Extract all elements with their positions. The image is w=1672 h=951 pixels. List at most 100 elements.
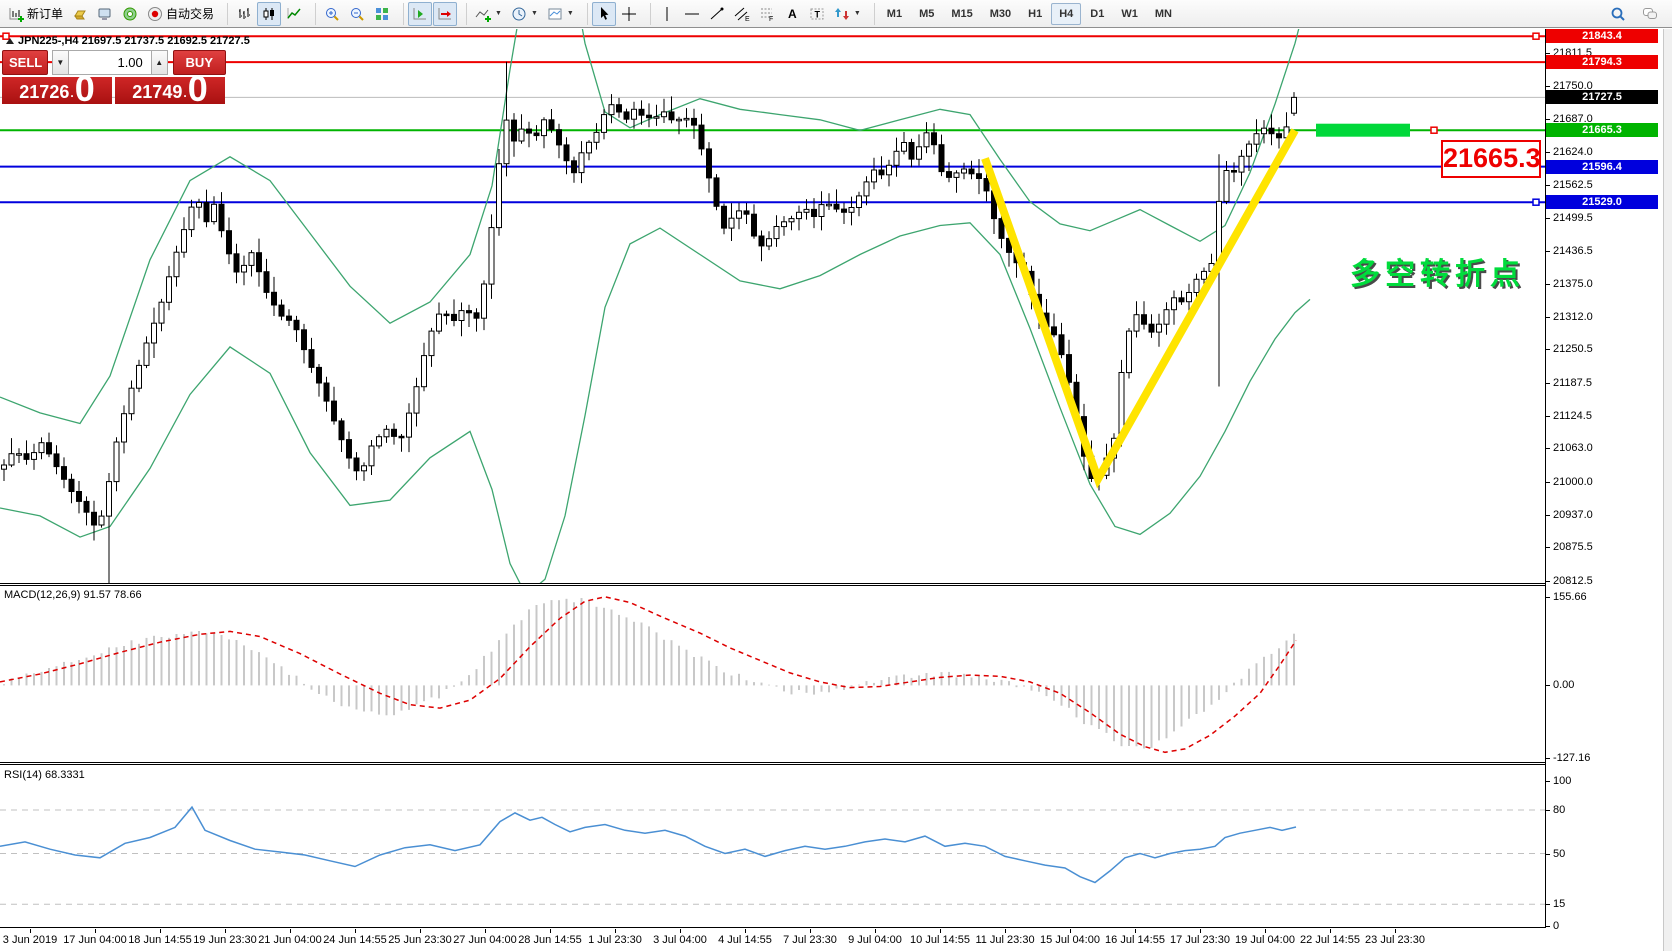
time-tick	[355, 929, 356, 933]
macd-pane[interactable]: MACD(12,26,9) 91.57 78.66	[0, 586, 1545, 762]
axis-tick-label: 21687.0	[1553, 112, 1593, 125]
toolbar-text-label-button[interactable]: T	[805, 2, 829, 26]
axis-tick	[1546, 152, 1550, 154]
time-axis[interactable]: 3 Jun 2019 17 Jun 04:00 18 Jun 14:55 19 Jun…	[0, 929, 1545, 951]
sell-price-display[interactable]: 21726 . 0	[2, 71, 112, 107]
toolbar-text-button[interactable]: A	[780, 2, 804, 26]
arrow-tools-icon	[834, 7, 849, 20]
toolbar-crosshair-button[interactable]	[617, 2, 641, 26]
timeframe-button-W1[interactable]: W1	[1113, 3, 1146, 25]
toolbar-zoom-out-button[interactable]	[345, 2, 369, 26]
green-highlight-band[interactable]	[1316, 123, 1410, 137]
toolbar-hline-button[interactable]	[680, 2, 704, 26]
line-end-marker[interactable]	[1430, 126, 1438, 134]
pane-separator[interactable]	[0, 762, 1545, 763]
time-tick-label: 22 Jul 14:55	[1300, 934, 1360, 946]
time-tick	[160, 929, 161, 933]
toolbar-channel-button[interactable]: E	[730, 2, 754, 26]
time-tick-label: 23 Jul 23:30	[1365, 934, 1425, 946]
axis-tick	[1546, 904, 1550, 906]
rsi-pane[interactable]: RSI(14) 68.3331	[0, 765, 1545, 927]
toolbar-new-order-button[interactable]: 新订单	[4, 2, 67, 26]
axis-tick	[1546, 853, 1550, 855]
timeframe-button-D1[interactable]: D1	[1082, 3, 1112, 25]
time-tick-label: 25 Jun 23:30	[388, 934, 452, 946]
toolbar-indicators-button[interactable]: ▼	[471, 2, 506, 26]
bollinger-lower-line[interactable]	[0, 222, 1311, 597]
time-tick	[810, 929, 811, 933]
axis-tick-label: 21312.0	[1553, 310, 1593, 323]
axis-tick	[1546, 448, 1550, 450]
price-line-label-21843.4: 21843.4	[1546, 29, 1658, 44]
cursor-icon	[600, 6, 609, 20]
bollinger-upper-line[interactable]	[0, 0, 1310, 425]
axis-tick-label: 21562.5	[1553, 178, 1593, 191]
buy-price-display[interactable]: 21749 . 0	[115, 71, 225, 107]
main-chart-pane[interactable]: JPN225-,H4 21697.5 21737.5 21692.5 21727…	[0, 0, 1545, 609]
axis-tick-label: 21624.0	[1553, 146, 1593, 159]
toolbar-candlestick-button[interactable]	[257, 1, 282, 26]
axis-tick	[1546, 85, 1550, 87]
toolbar-sound-button[interactable]	[118, 2, 142, 26]
price-line-label-21794.3: 21794.3	[1546, 55, 1658, 70]
timeframe-button-MN[interactable]: MN	[1147, 3, 1180, 25]
time-tick-label: 3 Jun 2019	[2, 934, 58, 946]
toolbar-separator	[867, 2, 875, 25]
toolbar-auto-scroll-button[interactable]	[433, 1, 458, 26]
timeframe-button-M5[interactable]: M5	[911, 3, 942, 25]
toolbar-clock-button[interactable]: ▼	[507, 2, 542, 26]
collapse-panel-icon[interactable]	[6, 38, 14, 44]
v-shape-annotation[interactable]	[981, 128, 1299, 489]
rsi-line	[0, 805, 1297, 884]
toolbar-bar-chart-button[interactable]	[232, 2, 256, 26]
dropdown-caret-icon: ▼	[530, 10, 538, 17]
volume-up-button[interactable]: ▲	[150, 50, 168, 75]
timeframe-button-H1[interactable]: H1	[1020, 3, 1050, 25]
chinese-annotation-text[interactable]: 多空转折点	[1350, 258, 1525, 291]
toolbar-fibonacci-button[interactable]: F	[755, 2, 779, 26]
sell-button[interactable]: SELL	[2, 50, 48, 75]
time-tick-label: 7 Jul 23:30	[783, 934, 837, 946]
gold-bar-icon	[74, 10, 86, 19]
horizontal-lines-layer	[0, 35, 1545, 204]
axis-tick	[1546, 217, 1550, 219]
toolbar-computer-button[interactable]	[93, 2, 117, 26]
volume-down-button[interactable]: ▼	[52, 50, 69, 75]
toolbar-chart-shift-button[interactable]	[408, 1, 433, 26]
buy-button[interactable]: BUY	[172, 50, 226, 75]
axis-tick-label: 21499.5	[1553, 211, 1593, 224]
toolbar-vline-button[interactable]	[655, 2, 679, 26]
timeframe-button-M15[interactable]: M15	[943, 3, 980, 25]
toolbar-gold-bar-button[interactable]	[68, 2, 92, 26]
toolbar-cursor-button[interactable]	[591, 1, 616, 26]
line-end-marker[interactable]	[1532, 32, 1540, 40]
toolbar-arrow-tools-button[interactable]: ▼	[830, 2, 865, 26]
new-order-icon	[9, 7, 24, 22]
community-chat-button[interactable]	[1638, 2, 1662, 26]
main-chart-canvas[interactable]	[0, 0, 1545, 609]
rsi-label: RSI(14) 68.3331	[4, 769, 85, 781]
time-tick-label: 1 Jul 23:30	[588, 934, 642, 946]
toolbar-separator	[580, 2, 588, 25]
search-button[interactable]	[1606, 2, 1630, 26]
toolbar-separator	[643, 2, 651, 25]
sell-price-main: 21726	[19, 82, 70, 102]
price-callout-label[interactable]: 21665.3	[1441, 140, 1541, 178]
toolbar-zoom-in-button[interactable]	[320, 2, 344, 26]
volume-input[interactable]	[68, 50, 151, 75]
timeframe-button-H4[interactable]: H4	[1051, 2, 1082, 25]
toolbar-autotrading-button[interactable]: 自动交易	[143, 2, 218, 26]
window-edge	[1663, 29, 1672, 951]
line-end-marker[interactable]	[1532, 198, 1540, 206]
toolbar-trendline-button[interactable]	[705, 2, 729, 26]
time-tick-label: 19 Jun 23:30	[193, 934, 257, 946]
svg-text:A: A	[788, 7, 797, 21]
timeframe-button-M30[interactable]: M30	[982, 3, 1019, 25]
pane-separator[interactable]	[0, 583, 1545, 584]
time-tick-label: 4 Jul 14:55	[718, 934, 772, 946]
time-tick-label: 11 Jul 23:30	[975, 934, 1035, 946]
toolbar-line-chart-button[interactable]	[282, 2, 306, 26]
timeframe-button-M1[interactable]: M1	[879, 3, 910, 25]
toolbar-tile-windows-button[interactable]	[370, 2, 394, 26]
toolbar-templates-button[interactable]: ▼	[543, 2, 578, 26]
